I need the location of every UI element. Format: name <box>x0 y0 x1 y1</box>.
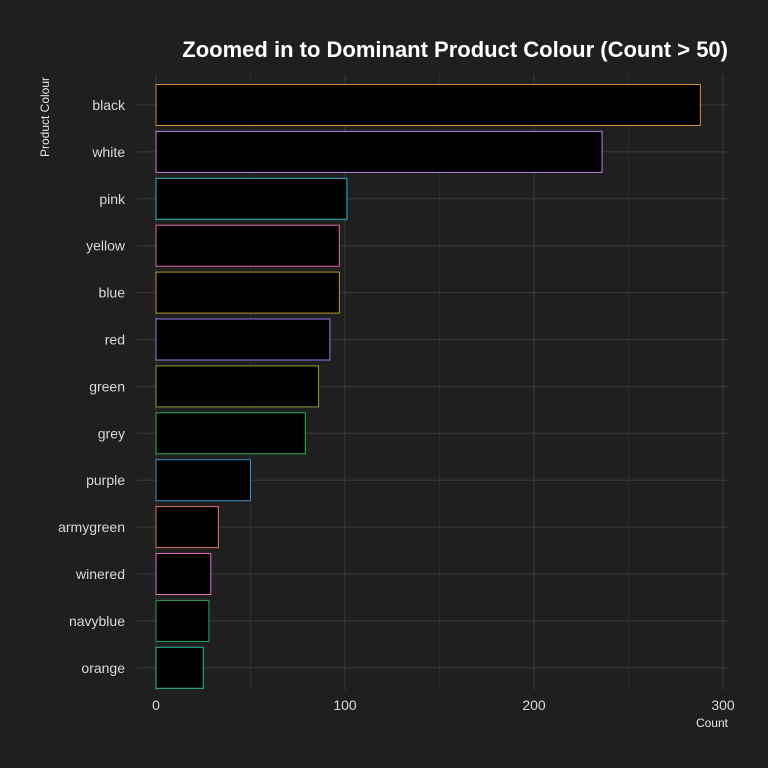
bar-armygreen <box>155 506 219 549</box>
y-tick-label: yellow <box>86 238 126 254</box>
bar-black <box>155 84 701 126</box>
x-axis-ticks: 0 100 200 300 <box>152 697 735 713</box>
chart-title: Zoomed in to Dominant Product Colour (Co… <box>182 37 728 62</box>
y-tick-label: blue <box>99 285 126 301</box>
y-tick-label: red <box>105 332 125 348</box>
y-tick-label: armygreen <box>58 519 125 535</box>
x-tick-label: 200 <box>522 697 546 713</box>
y-tick-label: black <box>92 97 126 113</box>
x-axis-title: Count <box>696 716 729 730</box>
bar-green <box>155 365 320 408</box>
y-tick-label: purple <box>86 472 125 488</box>
bar-navyblue <box>155 599 210 642</box>
y-axis-title: Product Colour <box>38 77 52 157</box>
y-tick-label: orange <box>81 660 125 676</box>
x-tick-label: 0 <box>152 697 160 713</box>
bar-winered <box>155 553 212 595</box>
x-tick-label: 300 <box>711 697 735 713</box>
bar-yellow <box>155 224 340 267</box>
bar-white <box>155 130 603 173</box>
bar-pink <box>155 177 348 220</box>
bar-grey <box>155 412 306 455</box>
y-tick-label: green <box>89 378 125 394</box>
y-tick-label: pink <box>99 191 126 207</box>
bar-blue <box>155 271 340 314</box>
bars <box>155 84 701 689</box>
bar-purple <box>155 459 251 502</box>
bar-orange <box>155 646 204 689</box>
y-tick-label: navyblue <box>69 613 125 629</box>
y-tick-label: white <box>91 144 125 160</box>
y-tick-label: winered <box>75 566 125 582</box>
bar-red <box>155 318 331 361</box>
y-tick-label: grey <box>98 425 125 441</box>
y-axis-ticks: black white pink yellow blue red green grey purp… <box>58 97 126 676</box>
x-tick-label: 100 <box>333 697 357 713</box>
